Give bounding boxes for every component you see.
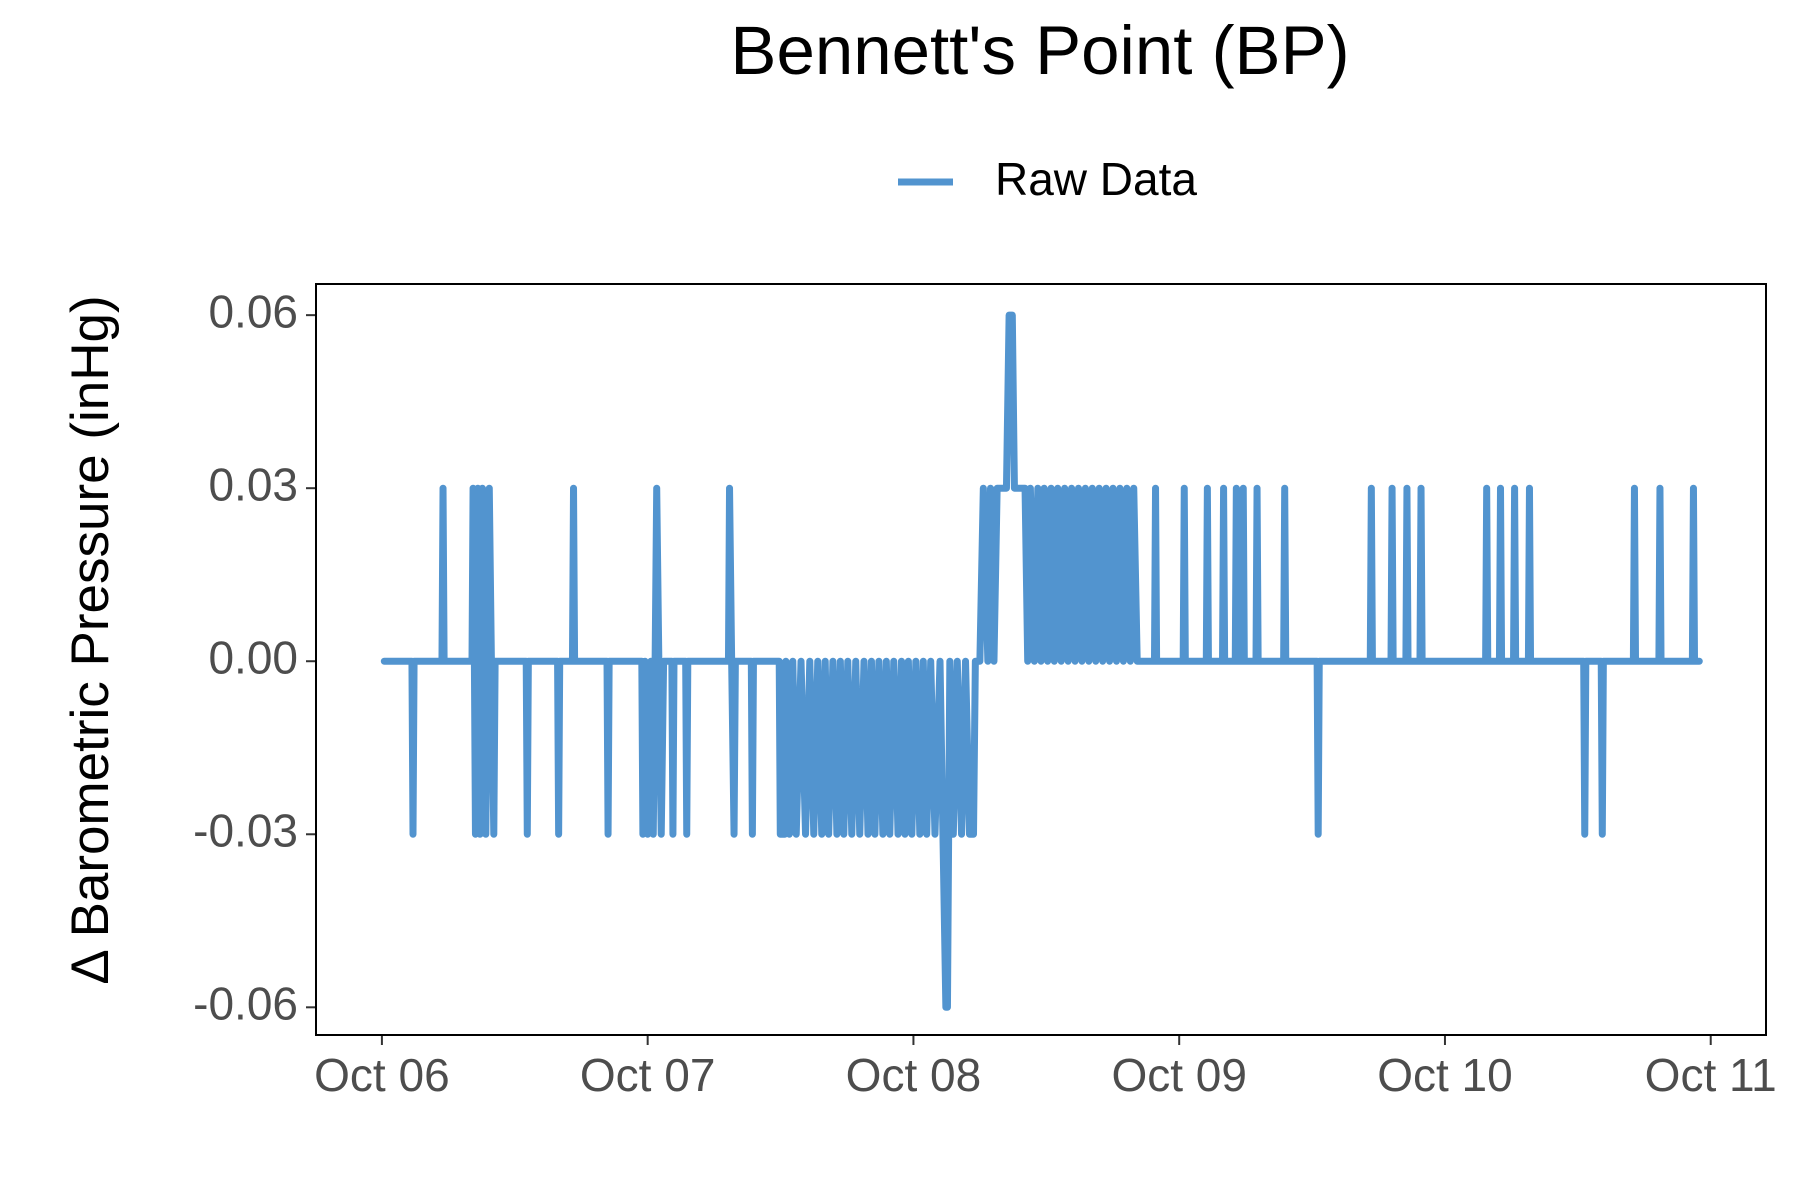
x-tick-label: Oct 07 [580, 1049, 716, 1101]
x-tick-label: Oct 08 [846, 1049, 982, 1101]
y-axis-label: Δ Barometric Pressure (inHg) [61, 295, 120, 984]
legend-label: Raw Data [995, 153, 1197, 205]
x-tick-label: Oct 11 [1645, 1049, 1777, 1101]
plot-border [315, 283, 1767, 1036]
y-tick-label: 0.03 [208, 458, 298, 510]
y-tick-label: -0.03 [193, 804, 298, 856]
y-tick-label: 0.06 [208, 285, 298, 337]
data-line [380, 311, 1703, 1011]
x-tick-label: Oct 06 [314, 1049, 450, 1101]
x-tick-label: Oct 10 [1377, 1049, 1513, 1101]
chart-title: Bennett's Point (BP) [730, 12, 1349, 89]
y-tick-label: 0.00 [208, 631, 298, 683]
y-tick-label: -0.06 [193, 977, 298, 1029]
x-tick-label: Oct 09 [1111, 1049, 1247, 1101]
